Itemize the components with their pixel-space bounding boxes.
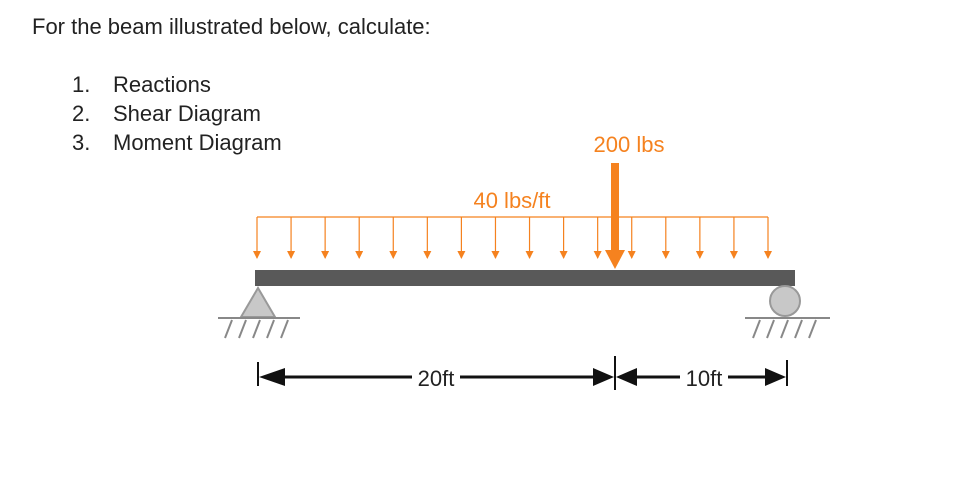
task: Reactions <box>113 72 211 97</box>
task-number: 2. <box>72 101 90 126</box>
label-bg <box>412 365 460 391</box>
distributed-load <box>253 216 772 259</box>
beam <box>255 270 795 286</box>
roller-support <box>745 285 830 339</box>
task: Moment Diagram <box>113 130 282 155</box>
task: Shear Diagram <box>113 101 261 126</box>
pin-support <box>218 286 300 339</box>
distributed-load-label: 40 lbs/ft <box>473 188 550 213</box>
point-load-head <box>605 250 625 269</box>
dimension-label: 10ft <box>686 366 723 391</box>
task-number: 3. <box>72 130 90 155</box>
point-load <box>611 163 619 253</box>
title: For the beam illustrated below, calculat… <box>32 14 431 39</box>
dimension-label: 20ft <box>418 366 455 391</box>
label-bg <box>680 365 728 391</box>
task-number: 1. <box>72 72 90 97</box>
point-load-label: 200 lbs <box>594 132 665 157</box>
